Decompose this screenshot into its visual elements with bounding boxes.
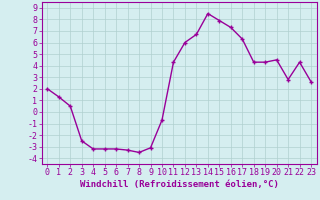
- X-axis label: Windchill (Refroidissement éolien,°C): Windchill (Refroidissement éolien,°C): [80, 180, 279, 189]
